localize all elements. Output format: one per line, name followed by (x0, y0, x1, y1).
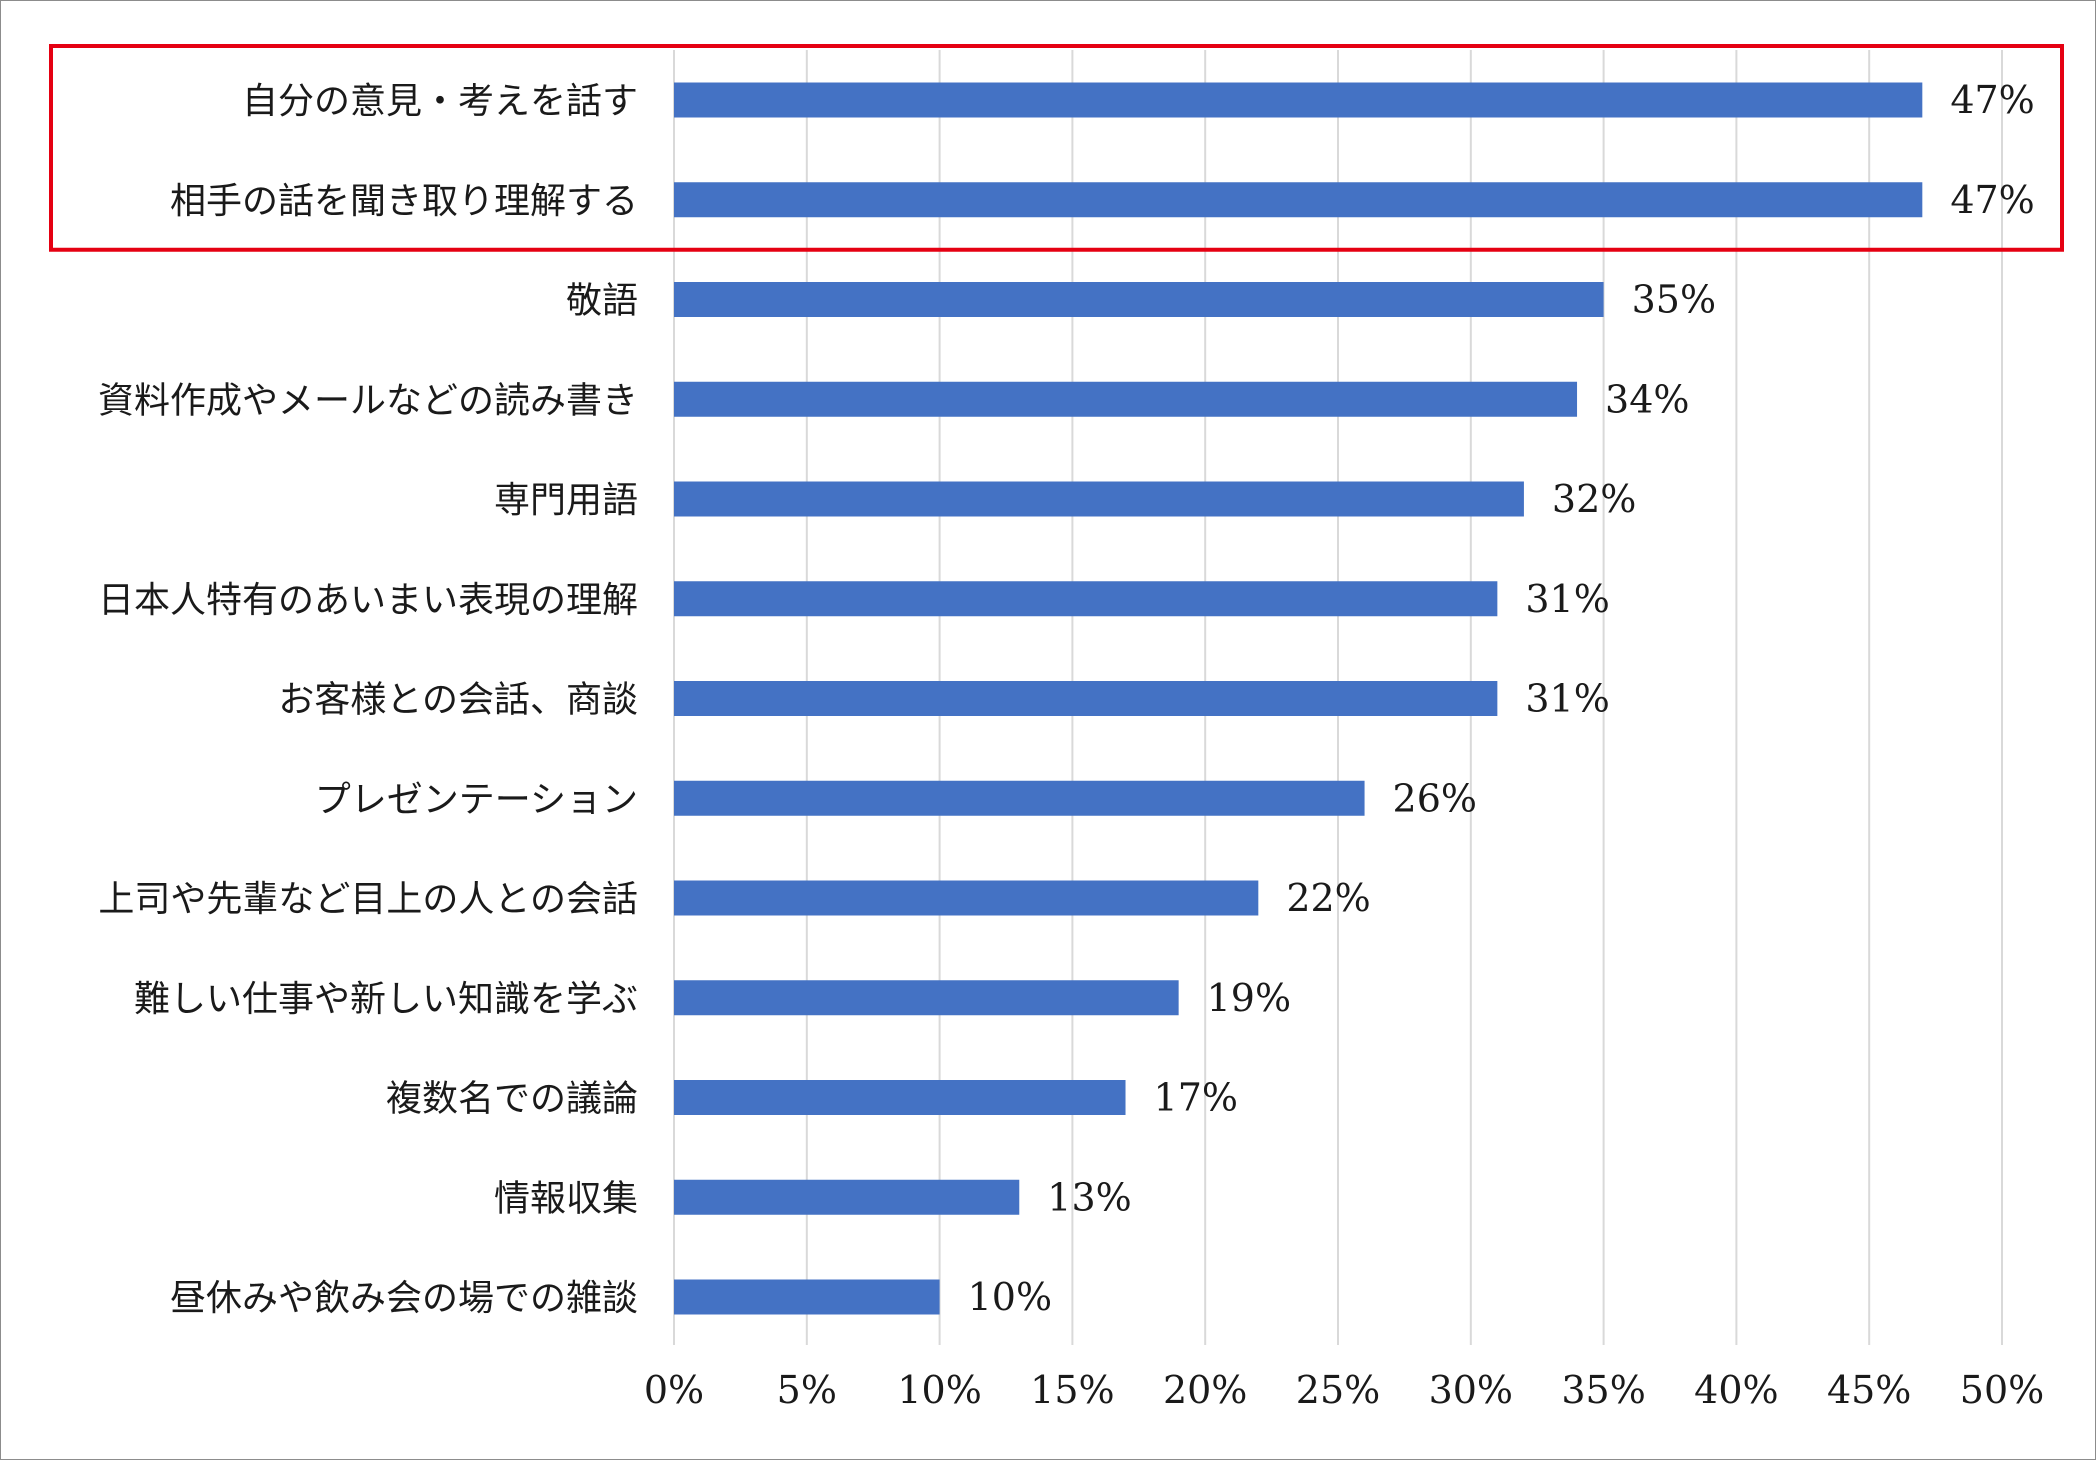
bar (674, 282, 1604, 317)
bar (674, 880, 1259, 916)
x-tick-label: 15% (1030, 1368, 1114, 1412)
category-label: プレゼンテーション (315, 779, 638, 820)
x-tick-label: 20% (1163, 1368, 1247, 1412)
highlight-box-layer (49, 44, 2064, 252)
x-tick-label: 0% (644, 1368, 704, 1412)
category-label: 昼休みや飲み会の場での雑談 (170, 1278, 638, 1319)
data-label: 31% (1525, 677, 1609, 721)
x-tick-label: 10% (897, 1368, 981, 1412)
bar (674, 1080, 1126, 1115)
x-tick-label: 35% (1561, 1368, 1645, 1412)
bar (674, 182, 1923, 218)
category-label: 資料作成やメールなどの読み書き (98, 380, 638, 421)
category-label: 情報収集 (494, 1178, 638, 1219)
category-label: 日本人特有のあいまい表現の理解 (98, 580, 638, 621)
data-label: 26% (1393, 776, 1477, 820)
category-label: 相手の話を聞き取り理解する (170, 181, 638, 222)
data-label: 47% (1950, 78, 2034, 122)
bar (674, 780, 1365, 816)
data-label: 32% (1552, 477, 1636, 521)
category-label: 敬語 (566, 281, 638, 322)
category-label: お客様との会話、商談 (278, 680, 638, 721)
bar (674, 481, 1524, 517)
bar (674, 681, 1498, 716)
data-label: 17% (1154, 1076, 1238, 1120)
data-label: 31% (1525, 577, 1609, 621)
x-tick-label: 25% (1296, 1368, 1380, 1412)
data-label: 47% (1950, 178, 2034, 222)
bar (674, 980, 1179, 1016)
category-labels: 自分の意見・考えを話す相手の話を聞き取り理解する敬語資料作成やメールなどの読み書… (98, 81, 638, 1319)
bar (674, 1179, 1020, 1215)
bar (674, 82, 1923, 118)
x-tick-label: 30% (1429, 1368, 1513, 1412)
x-tick-label: 45% (1827, 1368, 1911, 1412)
gridlines (673, 50, 2003, 1345)
data-label: 35% (1632, 278, 1716, 322)
bar (674, 381, 1578, 417)
bar (674, 1279, 940, 1315)
category-label: 上司や先輩など目上の人との会話 (98, 879, 638, 920)
data-label: 34% (1605, 377, 1689, 421)
highlight-box (49, 44, 2064, 252)
bar (674, 581, 1498, 617)
data-label: 10% (968, 1275, 1052, 1319)
x-tick-label: 40% (1694, 1368, 1778, 1412)
data-label: 13% (1047, 1175, 1131, 1219)
bars (674, 82, 1923, 1315)
category-label: 専門用語 (494, 480, 638, 521)
data-label: 22% (1286, 876, 1370, 920)
category-label: 自分の意見・考えを話す (242, 81, 638, 122)
x-tick-label: 5% (777, 1368, 837, 1412)
value-labels: 47% 47% 35% 34% 32% 31% 31% 26% 22% 19% 17% 13% 10% (968, 78, 2035, 1319)
category-label: 難しい仕事や新しい知識を学ぶ (134, 979, 638, 1020)
x-axis-tick-labels: 0% 5% 10% 15% 20% 25% 30% 35% 40% 45% 50% (644, 1368, 2044, 1412)
category-label: 複数名での議論 (386, 1079, 638, 1120)
data-label: 19% (1207, 976, 1291, 1020)
x-tick-label: 50% (1960, 1368, 2044, 1412)
